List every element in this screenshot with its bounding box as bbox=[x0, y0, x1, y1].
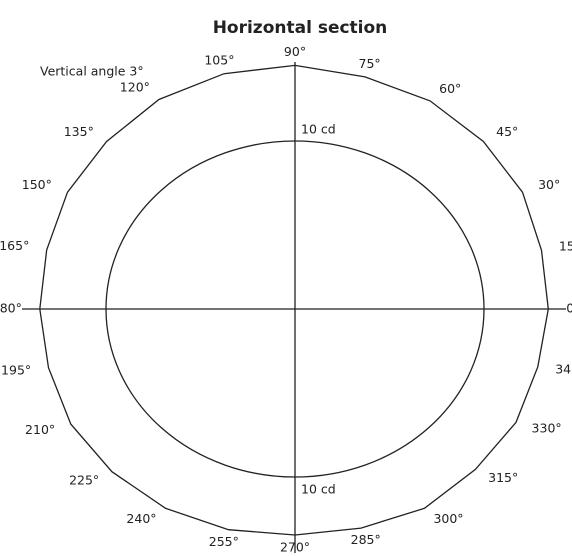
chart-subtitle: Vertical angle 3° bbox=[40, 64, 144, 79]
angle-label: 90° bbox=[284, 44, 306, 59]
angle-label: 135° bbox=[64, 124, 94, 139]
angle-label: 285° bbox=[351, 532, 381, 547]
angle-label: 255° bbox=[209, 534, 239, 549]
angle-label: 345° bbox=[555, 362, 572, 377]
angle-label: 195° bbox=[1, 363, 31, 378]
angle-label: 45° bbox=[496, 124, 518, 139]
angle-label: 180° bbox=[0, 301, 22, 316]
angle-label: 120° bbox=[120, 80, 150, 95]
angle-label: 270° bbox=[280, 539, 310, 554]
angle-label: 150° bbox=[22, 177, 52, 192]
angle-label: 165° bbox=[0, 238, 29, 253]
angle-label: 15° bbox=[559, 238, 572, 253]
angle-label: 300° bbox=[433, 511, 463, 526]
angle-label: 330° bbox=[532, 420, 562, 435]
chart-title: Horizontal section bbox=[213, 18, 388, 38]
intensity-curve bbox=[39, 64, 549, 536]
ring bbox=[105, 140, 485, 478]
angle-label: 0° bbox=[566, 301, 572, 316]
angle-label: 240° bbox=[126, 511, 156, 526]
angle-label: 105° bbox=[204, 53, 234, 68]
ring-label: 10 cd bbox=[301, 122, 336, 137]
angle-label: 60° bbox=[439, 81, 461, 96]
angle-label: 315° bbox=[488, 470, 518, 485]
angle-label: 210° bbox=[25, 422, 55, 437]
angle-label: 30° bbox=[538, 177, 560, 192]
ring-label: 10 cd bbox=[301, 482, 336, 497]
angle-label: 75° bbox=[359, 56, 381, 71]
angle-label: 225° bbox=[69, 472, 99, 487]
